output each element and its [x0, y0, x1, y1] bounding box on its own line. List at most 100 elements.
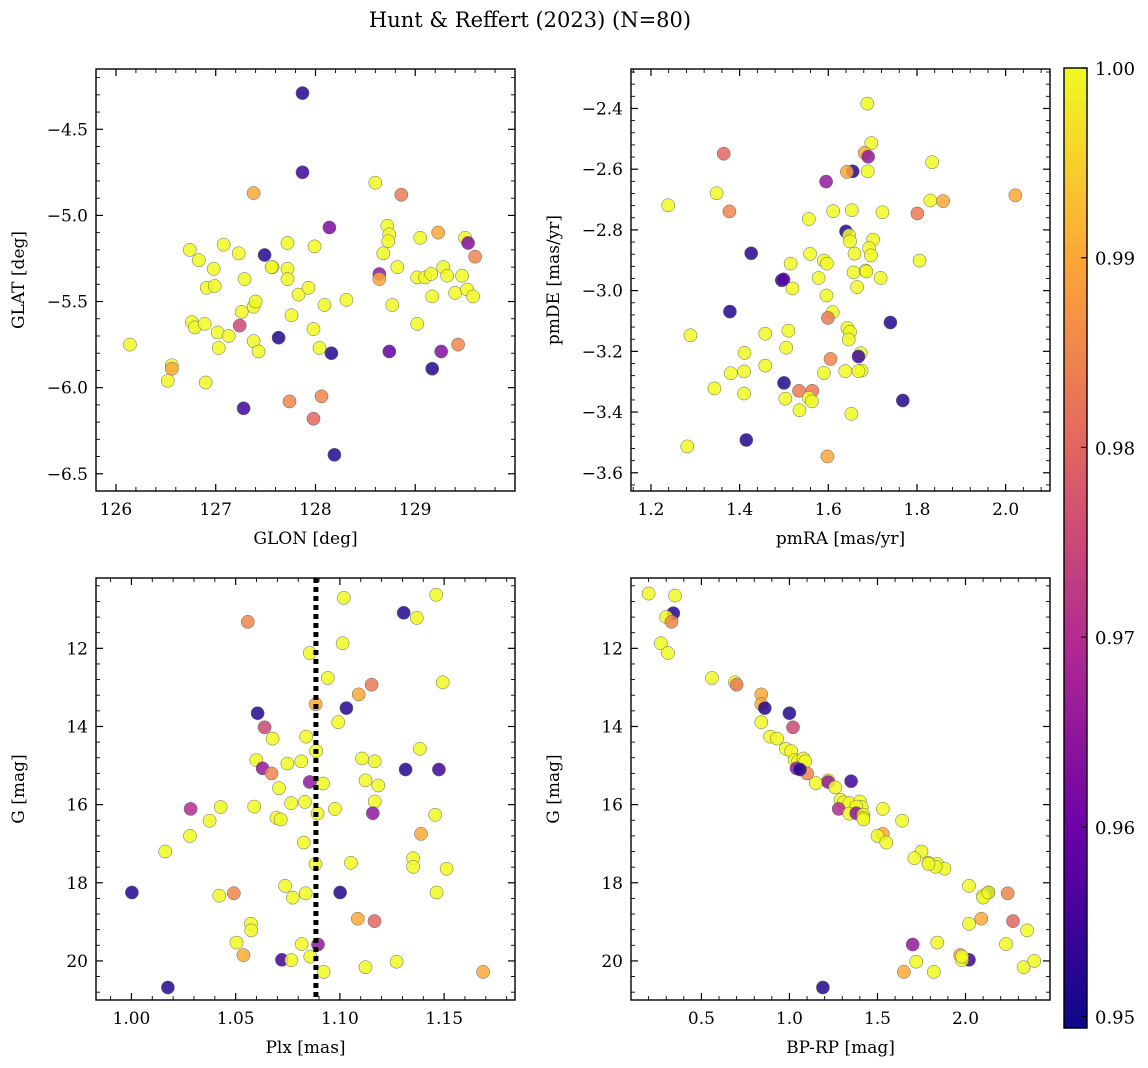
scatter-points	[641, 586, 1042, 995]
parallax-magnitude-scatter-panel: 1.00 1.05 1.10 1.15 12 14 16 18 20 Plx [mas] G [ma…	[9, 577, 516, 1058]
colorbar-segment	[1064, 204, 1087, 213]
scatter-point	[367, 794, 382, 809]
scatter-point	[429, 885, 444, 900]
scatter-point	[367, 914, 382, 928]
colorbar-segment	[1064, 148, 1087, 157]
colorbar-segment	[1064, 220, 1087, 229]
scatter-point	[273, 812, 288, 827]
x-tick-label: 1.4	[726, 500, 753, 520]
scatter-point	[294, 754, 309, 769]
y-tick-label: −3.4	[582, 403, 623, 423]
scatter-point	[1027, 954, 1042, 968]
colorbar-segment	[1064, 92, 1087, 101]
colorbar-segment	[1064, 780, 1087, 789]
scatter-point	[306, 322, 321, 336]
colorbar-segment	[1064, 244, 1087, 253]
scatter-point	[125, 885, 139, 900]
colorbar-segment	[1064, 452, 1087, 461]
scatter-point	[264, 260, 279, 274]
scatter-point	[278, 879, 292, 893]
scatter-point	[123, 337, 137, 352]
y-tick-label: 16	[601, 796, 623, 816]
x-tick-label: 1.6	[815, 500, 842, 520]
scatter-point	[371, 778, 386, 793]
scatter-point	[844, 203, 859, 218]
scatter-point	[709, 186, 724, 201]
scatter-point	[776, 272, 791, 287]
scatter-point	[737, 346, 752, 360]
scatter-point	[394, 187, 409, 202]
scatter-point	[864, 248, 878, 263]
scatter-point	[859, 264, 874, 279]
colorbar-segment	[1064, 340, 1087, 349]
scatter-point	[368, 175, 383, 190]
colorbar-segment	[1064, 356, 1087, 365]
colorbar-segment	[1064, 116, 1087, 125]
scatter-point	[314, 389, 329, 404]
scatter-point	[428, 807, 443, 822]
proper-motion-scatter-panel: 1.2 1.4 1.6 1.8 2.0 −2.4 −2.6 −2.8 −3.0 −3.2 −3.4 −…	[544, 68, 1051, 549]
y-axis-label: G [mag]	[9, 754, 29, 823]
scatter-point	[723, 366, 738, 381]
scatter-point	[409, 611, 424, 625]
scatter-point	[440, 268, 455, 283]
scatter-point	[414, 827, 428, 841]
scatter-point	[280, 272, 295, 286]
scatter-point	[843, 234, 857, 249]
scatter-point	[451, 337, 465, 352]
colorbar-segment	[1064, 68, 1087, 77]
scatter-point	[351, 687, 366, 702]
scatter-point	[683, 328, 698, 343]
scatter-point	[333, 885, 347, 900]
colorbar-segment	[1064, 364, 1087, 373]
scatter-point	[856, 812, 871, 827]
colorbar-segment	[1064, 1012, 1087, 1021]
scatter-point	[926, 965, 941, 979]
scatter-point	[295, 86, 310, 100]
colorbar-segment	[1064, 884, 1087, 893]
colorbar-segment	[1064, 380, 1087, 389]
scatter-point	[284, 308, 299, 323]
colorbar-segment	[1064, 604, 1087, 613]
scatter-point	[251, 344, 266, 359]
scatter-point	[1000, 886, 1015, 901]
colorbar-segment	[1064, 164, 1087, 173]
scatter-point	[424, 267, 439, 281]
colorbar-segment	[1064, 460, 1087, 469]
axes-frame	[630, 68, 1051, 492]
colorbar-segment	[1064, 924, 1087, 933]
scatter-point	[339, 701, 354, 715]
scatter-point	[272, 781, 286, 796]
scatter-point	[925, 155, 939, 170]
y-tick-label: −3.6	[582, 464, 623, 484]
colorbar-segment	[1064, 372, 1087, 381]
x-tick-label: 0.5	[688, 1009, 715, 1029]
colorbar-segment	[1064, 716, 1087, 725]
scatter-point	[921, 857, 936, 871]
scatter-point	[844, 407, 859, 421]
scatter-point	[206, 261, 221, 276]
scatter-point	[244, 923, 259, 938]
x-axis-label: Plx [mas]	[265, 1038, 345, 1058]
colorbar-segment	[1064, 404, 1087, 413]
scatter-point	[298, 886, 313, 901]
colorbar-segment	[1064, 316, 1087, 325]
colorbar-segment	[1064, 556, 1087, 565]
scatter-point	[770, 731, 784, 746]
color-magnitude-diagram-panel: 0.5 1.0 1.5 2.0 12 14 16 18 20 BP-RP [mag] G [mag]	[544, 577, 1051, 1058]
scatter-point	[758, 326, 773, 341]
x-tick-label: 1.15	[425, 1009, 463, 1029]
x-axis-label: BP-RP [mag]	[786, 1038, 895, 1058]
scatter-point	[221, 329, 236, 343]
scatter-point	[435, 675, 450, 690]
y-tick-label: 18	[601, 874, 623, 894]
colorbar-segment	[1064, 228, 1087, 237]
scatter-point	[757, 701, 772, 715]
scatter-point	[819, 288, 834, 303]
scatter-point	[316, 776, 330, 791]
colorbar-segment	[1064, 876, 1087, 885]
scatter-point	[240, 614, 255, 629]
scatter-point	[197, 317, 212, 331]
scatter-point	[722, 204, 737, 219]
